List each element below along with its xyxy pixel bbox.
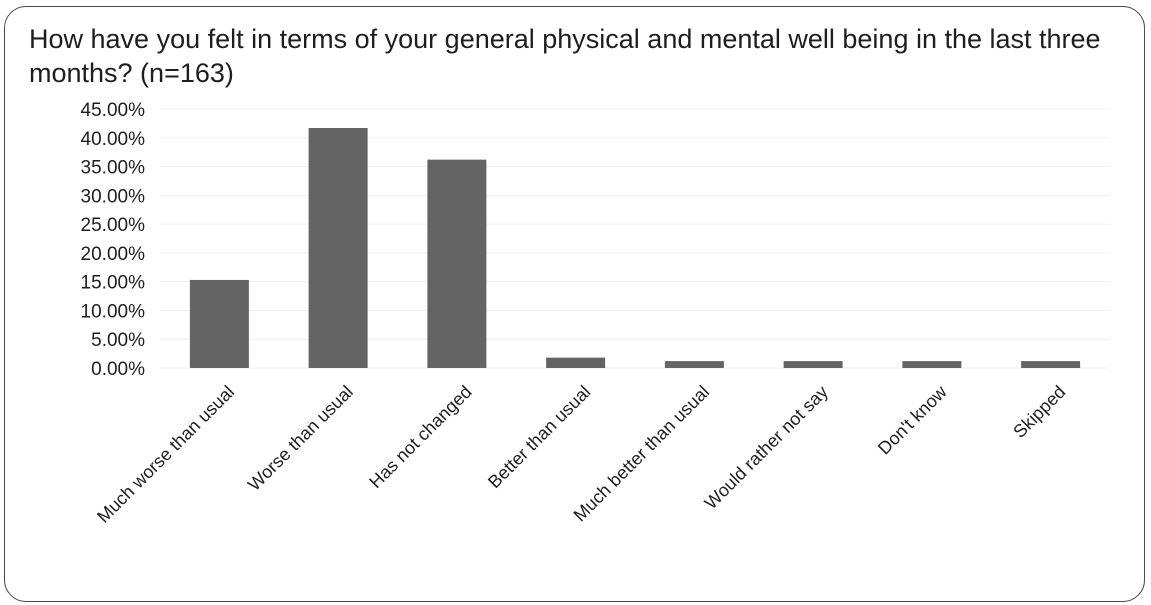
y-tick-label: 40.00% [81, 129, 146, 150]
y-tick-label: 10.00% [81, 301, 146, 322]
bar [308, 127, 368, 368]
bar [1021, 361, 1081, 368]
x-tick-label: Skipped [1009, 382, 1069, 442]
bar [427, 159, 487, 368]
y-tick-label: 35.00% [81, 158, 146, 179]
y-tick-label: 5.00% [91, 330, 145, 351]
y-tick-label: 15.00% [81, 273, 146, 294]
chart-title: How have you felt in terms of your gener… [29, 24, 1101, 88]
x-tick-label: Better than usual [484, 382, 594, 492]
y-tick-label: 20.00% [81, 244, 146, 265]
bar [546, 357, 606, 368]
bar [783, 361, 843, 368]
y-axis: 0.00% 5.00% 10.00% 15.00% 20.00% 25.00% 30.00%… [81, 100, 146, 380]
bars [189, 127, 1081, 368]
x-tick-label: Would rather not say [701, 382, 832, 513]
x-tick-label: Worse than usual [244, 382, 357, 495]
y-tick-label: 30.00% [81, 186, 146, 207]
bar [664, 361, 724, 368]
gridlines [160, 108, 1110, 369]
y-tick-label: 45.00% [81, 100, 146, 121]
x-tick-label: Has not changed [365, 382, 475, 492]
x-axis: Much worse than usual Worse than usual Has… [93, 381, 1069, 527]
y-tick-label: 25.00% [81, 215, 146, 236]
y-tick-label: 0.00% [91, 359, 145, 380]
x-tick-label: Much worse than usual [93, 382, 238, 527]
bar [902, 361, 962, 368]
bar [189, 279, 249, 368]
x-tick-label: Don't know [874, 381, 951, 458]
x-tick-label: Much better than usual [570, 382, 714, 526]
